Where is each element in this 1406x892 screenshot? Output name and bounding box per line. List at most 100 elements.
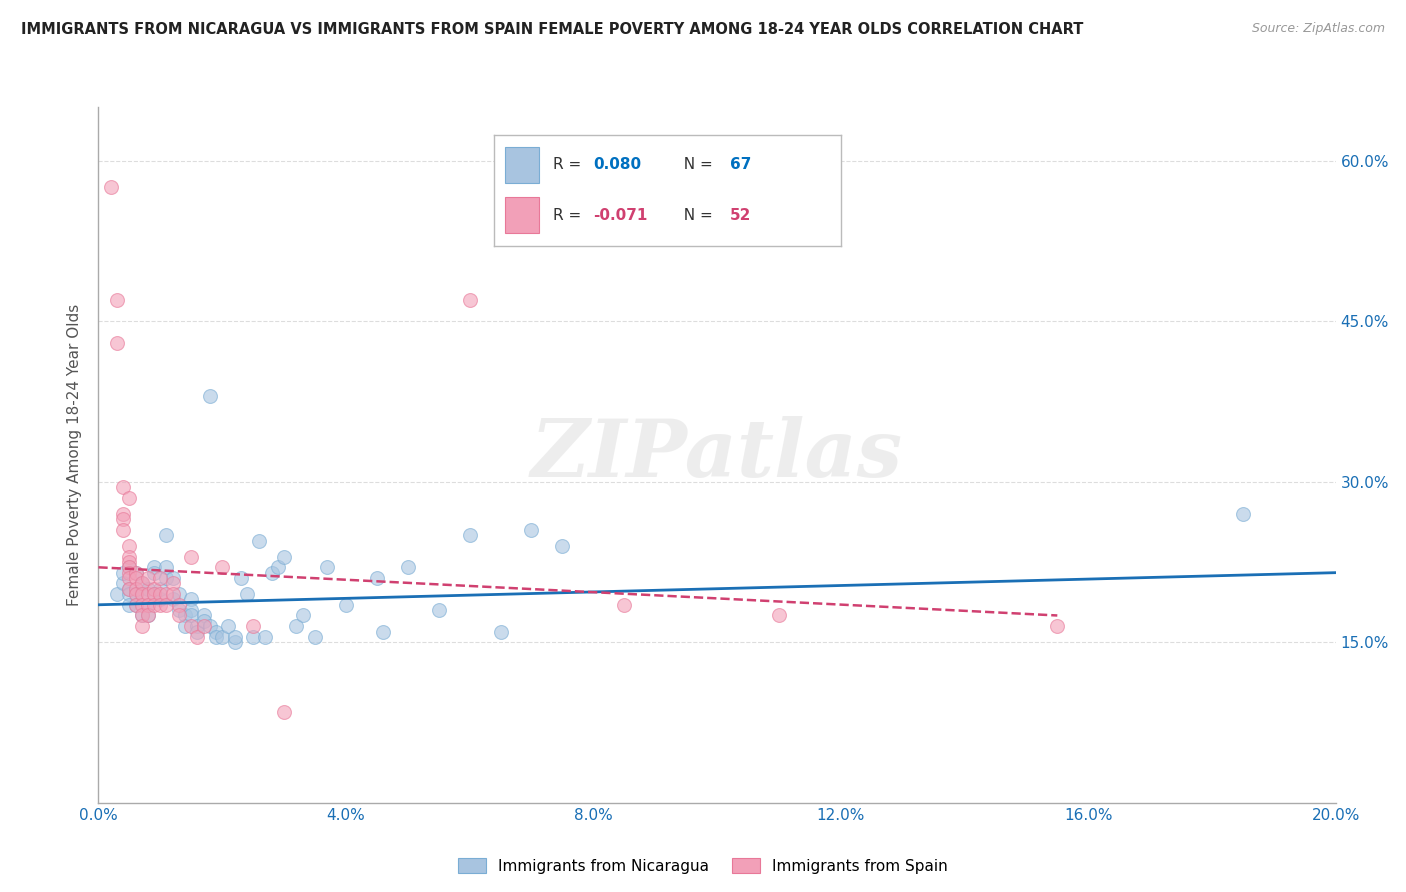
Text: -0.071: -0.071 — [593, 208, 647, 222]
Point — [136, 571, 159, 585]
Point — [131, 619, 153, 633]
Point — [174, 608, 197, 623]
Point — [489, 624, 512, 639]
Text: N =: N = — [675, 157, 718, 172]
Point — [124, 566, 146, 580]
Point — [118, 582, 141, 596]
Point — [136, 598, 159, 612]
Point — [124, 598, 146, 612]
Text: N =: N = — [675, 208, 718, 222]
Point — [304, 630, 326, 644]
Point — [143, 560, 166, 574]
Point — [162, 571, 184, 585]
Point — [155, 528, 177, 542]
Point — [136, 598, 159, 612]
Point — [371, 624, 394, 639]
Point — [118, 587, 141, 601]
Point — [131, 587, 153, 601]
Point — [149, 598, 172, 612]
Point — [180, 592, 202, 607]
Point — [149, 592, 172, 607]
Point — [118, 560, 141, 574]
Point — [224, 635, 246, 649]
Text: 67: 67 — [730, 157, 751, 172]
Point — [267, 560, 290, 574]
Point — [396, 560, 419, 574]
Point — [613, 598, 636, 612]
Point — [180, 608, 202, 623]
Point — [124, 587, 146, 601]
Point — [143, 598, 166, 612]
Point — [155, 598, 177, 612]
Point — [316, 560, 339, 574]
Point — [105, 587, 128, 601]
Text: 52: 52 — [730, 208, 751, 222]
Point — [162, 576, 184, 591]
Point — [167, 608, 190, 623]
Point — [149, 582, 172, 596]
Point — [131, 598, 153, 612]
Point — [136, 582, 159, 596]
Point — [131, 608, 153, 623]
Point — [124, 587, 146, 601]
Point — [217, 619, 239, 633]
Point — [131, 576, 153, 591]
Point — [291, 608, 314, 623]
Point — [143, 566, 166, 580]
Point — [180, 549, 202, 564]
Point — [124, 566, 146, 580]
Point — [118, 549, 141, 564]
Point — [247, 533, 270, 548]
Point — [112, 507, 135, 521]
Point — [458, 293, 481, 307]
Point — [427, 603, 450, 617]
Point — [112, 512, 135, 526]
Point — [112, 576, 135, 591]
Point — [143, 587, 166, 601]
Text: R =: R = — [553, 157, 586, 172]
Point — [155, 571, 177, 585]
Point — [124, 582, 146, 596]
Point — [136, 608, 159, 623]
Point — [118, 560, 141, 574]
Point — [112, 480, 135, 494]
FancyBboxPatch shape — [505, 197, 540, 233]
Text: Source: ZipAtlas.com: Source: ZipAtlas.com — [1251, 22, 1385, 36]
Point — [131, 587, 153, 601]
Point — [136, 587, 159, 601]
Point — [162, 587, 184, 601]
Point — [112, 523, 135, 537]
Point — [105, 293, 128, 307]
Point — [193, 608, 215, 623]
Text: R =: R = — [553, 208, 586, 222]
Point — [149, 571, 172, 585]
Y-axis label: Female Poverty Among 18-24 Year Olds: Female Poverty Among 18-24 Year Olds — [67, 304, 83, 606]
Point — [186, 619, 208, 633]
Point — [193, 614, 215, 628]
Point — [167, 598, 190, 612]
Point — [205, 630, 228, 644]
Point — [167, 587, 190, 601]
Point — [167, 603, 190, 617]
Point — [143, 587, 166, 601]
Point — [112, 566, 135, 580]
Point — [118, 555, 141, 569]
Point — [205, 624, 228, 639]
Point — [131, 608, 153, 623]
Point — [143, 582, 166, 596]
Point — [520, 523, 543, 537]
Point — [124, 598, 146, 612]
Point — [162, 592, 184, 607]
Point — [551, 539, 574, 553]
Point — [211, 630, 233, 644]
FancyBboxPatch shape — [505, 147, 540, 183]
Point — [273, 549, 295, 564]
Point — [1046, 619, 1069, 633]
Point — [136, 608, 159, 623]
Point — [273, 705, 295, 719]
Point — [155, 587, 177, 601]
Point — [768, 608, 790, 623]
Point — [149, 587, 172, 601]
Point — [118, 582, 141, 596]
Point — [180, 603, 202, 617]
